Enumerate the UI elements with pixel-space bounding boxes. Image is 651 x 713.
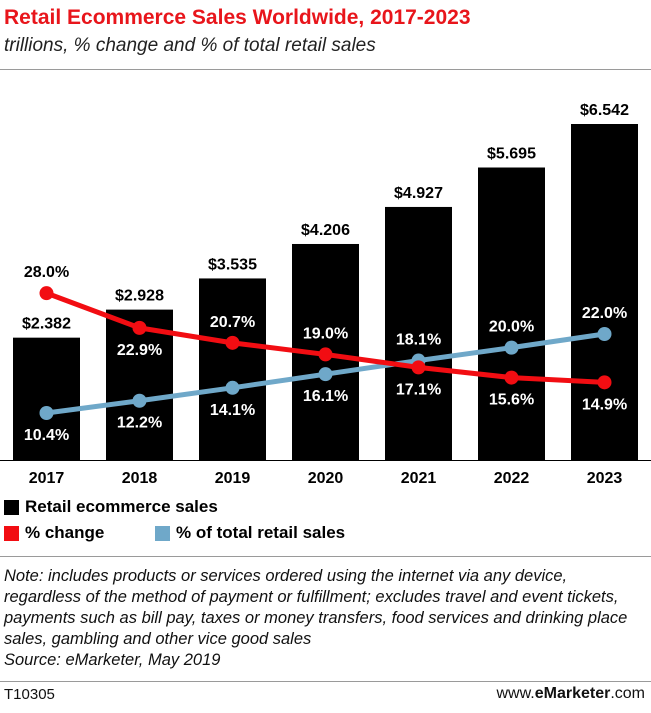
brand-name: eMarketer <box>534 685 611 702</box>
point-percent-change-2017 <box>39 286 54 301</box>
footer-divider <box>0 681 651 682</box>
point-percent-change-2023 <box>597 375 612 390</box>
point-percent-change-2019 <box>225 335 240 350</box>
bar-value-label-2018: $2.928 <box>115 288 164 305</box>
point-percent-change-2021 <box>411 360 426 375</box>
point-percent-change-2018 <box>132 320 147 335</box>
bar-value-label-2019: $3.535 <box>208 256 257 273</box>
point-percent-of-total-retail-sales-2017 <box>39 406 54 420</box>
header-divider <box>0 69 651 70</box>
bar-value-label-2021: $4.927 <box>394 185 443 202</box>
bar-value-label-2017: $2.382 <box>22 316 71 333</box>
x-tick-label-2017: 2017 <box>29 470 65 487</box>
point-label-percent-change-2021: 17.1% <box>396 381 441 398</box>
chart-title: Retail Ecommerce Sales Worldwide, 2017-2… <box>4 6 471 29</box>
legend-swatch-black-icon <box>4 499 19 515</box>
emarketer-link[interactable]: www.eMarketer.com <box>496 685 645 703</box>
legend-swatch-blue-icon <box>155 525 170 541</box>
brand-suffix: .com <box>610 685 645 702</box>
legend-item-retail-ecommerce-sales: Retail ecommerce sales <box>4 497 218 517</box>
point-label-percent-change-2023: 14.9% <box>582 396 627 413</box>
point-label-percent-of-total-retail-sales-2021: 18.1% <box>396 332 441 349</box>
point-label-percent-change-2018: 22.9% <box>117 342 162 359</box>
point-percent-change-2020 <box>318 347 333 362</box>
point-label-percent-of-total-retail-sales-2018: 12.2% <box>117 415 162 432</box>
point-label-percent-change-2020: 19.0% <box>303 325 348 342</box>
bar-2021 <box>385 206 452 460</box>
bar-2017 <box>13 337 80 460</box>
chart-subtitle: trillions, % change and % of total retai… <box>4 35 376 56</box>
bar-value-label-2022: $5.695 <box>487 146 536 163</box>
x-tick-label-2020: 2020 <box>308 470 344 487</box>
bar-2022 <box>478 167 545 460</box>
bar-value-label-2020: $4.206 <box>301 222 350 239</box>
legend-item-percent-of-total: % of total retail sales <box>155 523 345 543</box>
note-text: Note: includes products or services orde… <box>4 567 628 648</box>
x-tick-label-2019: 2019 <box>215 470 251 487</box>
point-label-percent-of-total-retail-sales-2019: 14.1% <box>210 402 255 419</box>
x-tick-label-2018: 2018 <box>122 470 158 487</box>
point-label-percent-change-2019: 20.7% <box>210 314 255 331</box>
note-source: Source: eMarketer, May 2019 <box>4 651 221 669</box>
point-percent-of-total-retail-sales-2020 <box>318 367 333 382</box>
point-label-percent-of-total-retail-sales-2020: 16.1% <box>303 388 348 405</box>
bar-value-label-2023: $6.542 <box>580 102 629 119</box>
chart-id: T10305 <box>4 686 55 703</box>
x-tick-label-2022: 2022 <box>494 470 530 487</box>
legend-label-percent-change: % change <box>25 523 105 542</box>
point-percent-of-total-retail-sales-2018 <box>132 393 147 408</box>
brand-prefix: www. <box>496 685 535 702</box>
point-label-percent-of-total-retail-sales-2022: 20.0% <box>489 319 534 336</box>
point-percent-of-total-retail-sales-2023 <box>597 327 612 341</box>
point-label-percent-change-2022: 15.6% <box>489 392 534 409</box>
legend-label-retail-ecommerce-sales: Retail ecommerce sales <box>25 497 218 516</box>
point-label-percent-change-2017: 28.0% <box>24 264 69 281</box>
bar-2019 <box>199 278 266 460</box>
point-label-percent-of-total-retail-sales-2023: 22.0% <box>582 305 627 322</box>
point-percent-of-total-retail-sales-2019 <box>225 380 240 395</box>
point-label-percent-of-total-retail-sales-2017: 10.4% <box>24 427 69 444</box>
legend-swatch-red-icon <box>4 525 19 541</box>
note-divider <box>0 556 651 557</box>
x-tick-label-2023: 2023 <box>587 470 623 487</box>
chart-plot: $2.382 $2.928 $3.535 $4.206 $4.927 $5.695 $6.5… <box>0 102 651 487</box>
legend-label-percent-of-total: % of total retail sales <box>176 523 346 542</box>
chart-note: Note: includes products or services orde… <box>4 566 644 671</box>
legend-item-percent-change: % change <box>4 523 104 543</box>
x-tick-label-2021: 2021 <box>401 470 437 487</box>
bar-2023 <box>571 124 638 460</box>
point-percent-change-2022 <box>504 370 519 385</box>
point-percent-of-total-retail-sales-2022 <box>504 340 519 355</box>
